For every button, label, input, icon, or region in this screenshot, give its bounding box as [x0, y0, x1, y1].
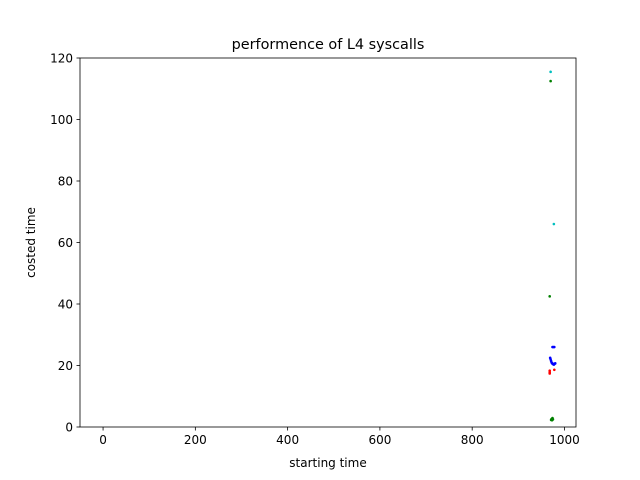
data-point — [551, 418, 555, 421]
data-point — [552, 222, 556, 226]
plot-frame — [79, 57, 577, 428]
x-tick-label: 1000 — [549, 433, 580, 447]
data-point — [549, 70, 552, 74]
x-tick-label: 200 — [184, 433, 207, 447]
data-point — [553, 362, 557, 365]
x-axis-label: starting time — [289, 456, 366, 470]
x-tick-label: 400 — [276, 433, 299, 447]
y-tick-label: 120 — [50, 51, 73, 65]
y-tick-label: 80 — [58, 174, 73, 188]
x-tick-label: 800 — [461, 433, 484, 447]
y-tick-label: 40 — [58, 297, 73, 311]
x-axis-ticks: 0 200 400 600 800 1000 — [99, 427, 580, 447]
data-point — [549, 79, 552, 83]
x-tick-label: 0 — [99, 433, 107, 447]
chart-title: performence of L4 syscalls — [232, 37, 425, 53]
data-point — [553, 368, 556, 372]
y-tick-label: 0 — [65, 420, 73, 434]
data-point — [548, 295, 552, 298]
data-point — [548, 372, 552, 375]
data-points — [548, 70, 557, 422]
y-tick-label: 100 — [50, 113, 73, 127]
y-tick-label: 20 — [58, 359, 73, 373]
x-tick-label: 600 — [368, 433, 391, 447]
data-point — [553, 345, 556, 349]
y-axis-label: costed time — [24, 207, 38, 278]
y-axis-ticks: 0 20 40 60 80 100 120 — [50, 51, 80, 434]
y-tick-label: 60 — [58, 236, 73, 250]
